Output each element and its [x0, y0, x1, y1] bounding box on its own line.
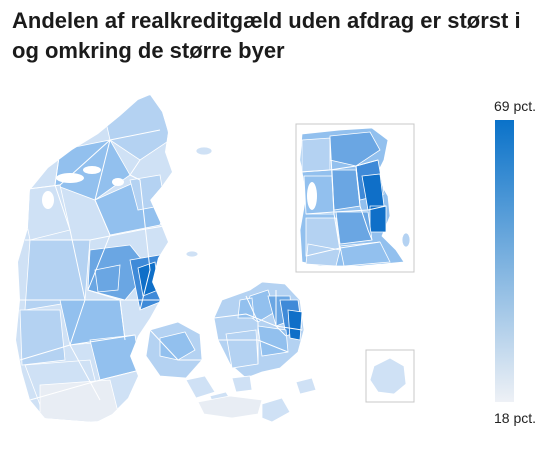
bornholm-inset: [365, 349, 415, 403]
legend-max-label: 69 pct.: [494, 98, 537, 114]
funen-region: [145, 321, 233, 407]
limfjord-water: [42, 166, 124, 209]
jutland-region: [16, 95, 172, 422]
legend-color-bar: [495, 120, 514, 402]
copenhagen-inset: [295, 123, 415, 273]
chart-title: Andelen af realkreditgæld uden afdrag er…: [12, 8, 521, 63]
southern-islands: [197, 375, 317, 423]
jutland-borders: [18, 129, 171, 401]
kattegat-islands: [185, 146, 213, 258]
zealand-region: [213, 281, 305, 379]
legend-min-label: 18 pct.: [494, 410, 537, 426]
